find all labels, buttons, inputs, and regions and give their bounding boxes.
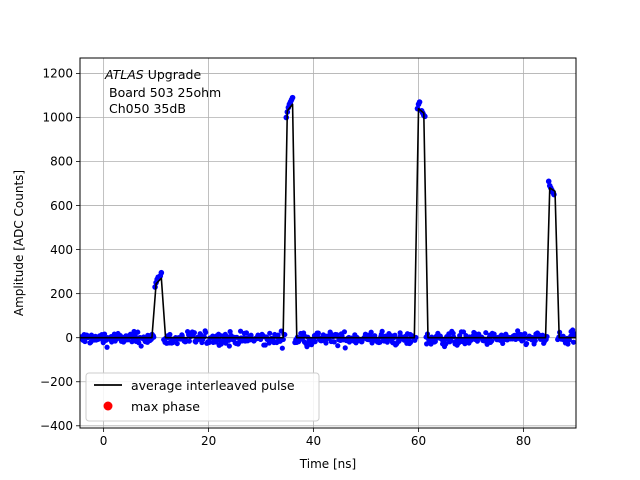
- sample-point: [104, 344, 110, 350]
- annotation-atlas: ATLAS: [104, 67, 144, 82]
- sample-point: [443, 341, 449, 347]
- data-layer: [80, 94, 576, 351]
- sample-point: [101, 331, 108, 337]
- sample-point: [539, 332, 546, 338]
- sample-point: [532, 338, 538, 344]
- sample-point: [335, 343, 341, 349]
- legend-box: [85, 372, 320, 422]
- sample-point: [191, 330, 197, 336]
- sample-point: [82, 338, 88, 345]
- sample-point: [524, 340, 530, 347]
- sample-point: [323, 340, 329, 346]
- sample-point: [331, 339, 337, 345]
- x-axis-label: Time [ns]: [299, 457, 356, 471]
- ticks: 0 20 40 60 80 −400 −200 0 200 400 600 800 1000 1200: [40, 67, 531, 448]
- sample-point: [226, 343, 232, 349]
- sample-point: [237, 328, 244, 334]
- sample-point: [243, 330, 250, 336]
- x-tick-label: 0: [100, 434, 108, 448]
- legend: average interleaved pulse max phase: [85, 372, 320, 422]
- sample-point: [227, 329, 233, 335]
- sample-point: [262, 342, 268, 348]
- y-tick-label: 0: [65, 331, 73, 345]
- plot-area: 0 20 40 60 80 −400 −200 0 200 400 600 800 1000 1200: [40, 57, 577, 448]
- x-tick-label: 80: [516, 434, 531, 448]
- y-tick-label: 600: [50, 199, 73, 213]
- sample-point: [450, 334, 457, 340]
- sample-point: [565, 341, 571, 347]
- legend-label-average: average interleaved pulse: [131, 378, 295, 393]
- sample-point: [135, 329, 141, 335]
- sample-point: [379, 328, 385, 334]
- peak-sample-point: [158, 269, 165, 276]
- peak-sample-point: [289, 94, 296, 101]
- annotation-line2: Board 503 25ohm: [109, 85, 221, 100]
- sample-point: [570, 327, 576, 333]
- sample-point: [138, 343, 144, 349]
- legend-dot-swatch: [103, 401, 113, 411]
- sample-point: [522, 331, 528, 337]
- annotation-upgrade: Upgrade: [144, 67, 202, 82]
- annotation-line1: ATLAS Upgrade: [104, 67, 201, 82]
- sample-point: [570, 339, 576, 345]
- y-tick-label: −200: [40, 375, 73, 389]
- x-tick-label: 20: [201, 434, 216, 448]
- sample-point: [275, 332, 281, 338]
- sample-point: [186, 338, 192, 344]
- sample-point: [174, 340, 180, 347]
- sample-point: [483, 330, 489, 336]
- sample-point: [312, 339, 318, 345]
- sample-point: [266, 340, 272, 346]
- sample-point: [368, 329, 374, 335]
- sample-point: [248, 332, 254, 338]
- sample-point: [206, 339, 212, 345]
- y-tick-label: −400: [40, 419, 73, 433]
- annotation-line3: Ch050 35dB: [109, 101, 186, 116]
- y-tick-label: 1200: [42, 67, 73, 81]
- peak-sample-point: [422, 113, 428, 120]
- sample-point: [334, 332, 340, 338]
- axes-frame: [79, 57, 577, 429]
- y-tick-label: 1000: [42, 111, 73, 125]
- sample-point: [392, 332, 398, 338]
- sample-point: [342, 345, 348, 351]
- axes-background: [80, 58, 576, 428]
- sample-point: [167, 331, 173, 338]
- peak-sample-point: [416, 99, 423, 105]
- sample-point: [500, 340, 506, 347]
- sample-point: [203, 329, 209, 336]
- y-tick-label: 400: [50, 243, 73, 257]
- x-tick-label: 60: [411, 434, 426, 448]
- annotation: ATLAS Upgrade Board 503 25ohm Ch050 35dB: [104, 67, 221, 116]
- sample-point: [489, 338, 495, 344]
- sample-point: [341, 329, 348, 335]
- sample-point: [267, 330, 273, 336]
- legend-label-max-phase: max phase: [131, 399, 200, 414]
- x-tick-label: 40: [306, 434, 321, 448]
- sample-point: [460, 329, 467, 335]
- y-tick-label: 800: [50, 155, 73, 169]
- peak-sample-point: [283, 114, 290, 121]
- sample-point: [408, 339, 414, 345]
- sample-point: [572, 332, 576, 338]
- y-tick-label: 200: [50, 287, 73, 301]
- sample-point: [279, 345, 285, 351]
- average-pulse-line: [80, 103, 576, 339]
- y-axis-label: Amplitude [ADC Counts]: [12, 170, 26, 316]
- sample-point: [315, 330, 321, 336]
- peak-sample-point: [545, 178, 552, 185]
